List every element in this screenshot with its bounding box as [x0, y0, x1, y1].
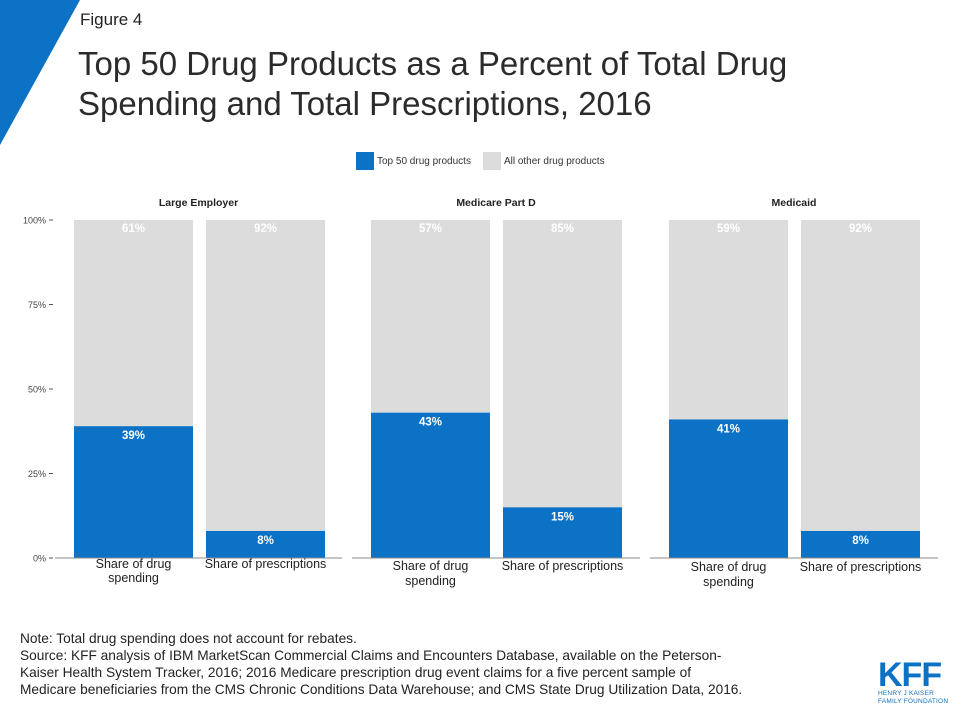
legend-item-other: All other drug products	[482, 152, 605, 170]
y-tick-label: 100%	[23, 216, 46, 226]
stacked-bar-chart: 0% 25% 50% 75% 100% Large Employer 61% 39% Share…	[23, 197, 938, 589]
figure-label: Figure 4	[80, 10, 143, 29]
corner-accent-triangle	[0, 0, 80, 145]
data-label-top50: 41%	[717, 423, 740, 435]
source-line: Kaiser Health System Tracker, 2016; 2016…	[20, 665, 692, 680]
panel-title: Medicare Part D	[456, 197, 536, 209]
data-label-other: 92%	[254, 223, 277, 235]
x-category-label: Share of drug	[393, 559, 469, 573]
data-label-other: 61%	[122, 223, 145, 235]
bar-segment-other	[503, 220, 622, 508]
x-category-label: Share of prescriptions	[205, 557, 327, 571]
legend-swatch-other	[482, 152, 501, 170]
x-category-label: Share of drug	[691, 560, 767, 574]
data-label-top50: 8%	[257, 535, 274, 547]
y-tick-label: 50%	[28, 385, 46, 395]
y-tick-label: 25%	[28, 469, 46, 479]
x-category-label: spending	[703, 575, 754, 589]
chart-title-line-2: Spending and Total Prescriptions, 2016	[78, 85, 652, 122]
kff-logo-sub1: HENRY J KAISER	[878, 690, 935, 697]
bar-segment-other	[669, 220, 788, 420]
bar-segment-top50	[371, 412, 490, 558]
data-label-top50: 8%	[852, 535, 869, 547]
x-category-label: Share of prescriptions	[800, 560, 922, 574]
y-tick-label: 75%	[28, 300, 46, 310]
chart-title: Top 50 Drug Products as a Percent of Tot…	[78, 44, 938, 124]
bar-segment-other	[206, 220, 325, 531]
kff-logo: KFF HENRY J KAISER FAMILY FOUNDATION	[878, 656, 950, 705]
bar-segment-top50	[801, 530, 920, 558]
x-category-label: spending	[108, 571, 159, 585]
legend-item-top50: Top 50 drug products	[356, 152, 471, 170]
kff-logo-sub2: FAMILY FOUNDATION	[878, 697, 949, 705]
legend-label-top50: Top 50 drug products	[377, 155, 471, 167]
bar-segment-other	[74, 220, 193, 427]
source-line: Source: KFF analysis of IBM MarketScan C…	[20, 648, 722, 663]
x-category-label: Share of drug	[96, 557, 172, 571]
note-line: Note: Total drug spending does not accou…	[20, 631, 357, 646]
data-label-top50: 15%	[551, 511, 574, 523]
y-tick-label: 0%	[33, 554, 46, 564]
legend-swatch-top50	[356, 152, 374, 170]
bar-segment-other	[371, 220, 490, 413]
footnote: Note: Total drug spending does not accou…	[20, 630, 870, 698]
x-category-label: Share of prescriptions	[502, 559, 624, 573]
legend-label-other: All other drug products	[503, 155, 605, 167]
bar-segment-top50	[669, 419, 788, 558]
panel-title: Large Employer	[159, 197, 238, 209]
bar-segment-top50	[74, 426, 193, 558]
bar-segment-top50	[503, 507, 622, 558]
chart-title-line-1: Top 50 Drug Products as a Percent of Tot…	[78, 45, 788, 82]
chart-legend: Top 50 drug products All other drug prod…	[356, 152, 617, 170]
data-label-top50: 43%	[419, 417, 442, 429]
x-category-label: spending	[405, 574, 456, 588]
bar-segment-other	[801, 220, 920, 531]
data-label-other: 59%	[717, 223, 740, 235]
bar-segment-top50	[206, 530, 325, 558]
panel-title: Medicaid	[772, 197, 817, 209]
data-label-top50: 39%	[122, 430, 145, 442]
kff-logo-mark: KFF	[878, 656, 942, 694]
source-line: Medicare beneficiaries from the CMS Chro…	[20, 682, 743, 697]
data-label-other: 92%	[849, 223, 872, 235]
data-label-other: 57%	[419, 223, 442, 235]
data-label-other: 85%	[551, 223, 574, 235]
